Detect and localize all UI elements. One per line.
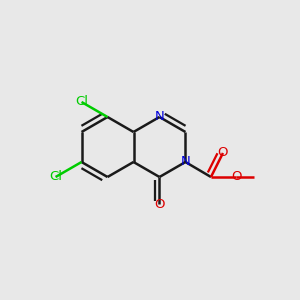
Text: O: O bbox=[218, 146, 228, 160]
Text: O: O bbox=[231, 170, 242, 184]
Text: N: N bbox=[181, 155, 190, 169]
Text: Cl: Cl bbox=[49, 170, 62, 184]
Text: O: O bbox=[154, 197, 165, 211]
Text: Cl: Cl bbox=[75, 95, 88, 109]
Text: N: N bbox=[154, 110, 164, 124]
